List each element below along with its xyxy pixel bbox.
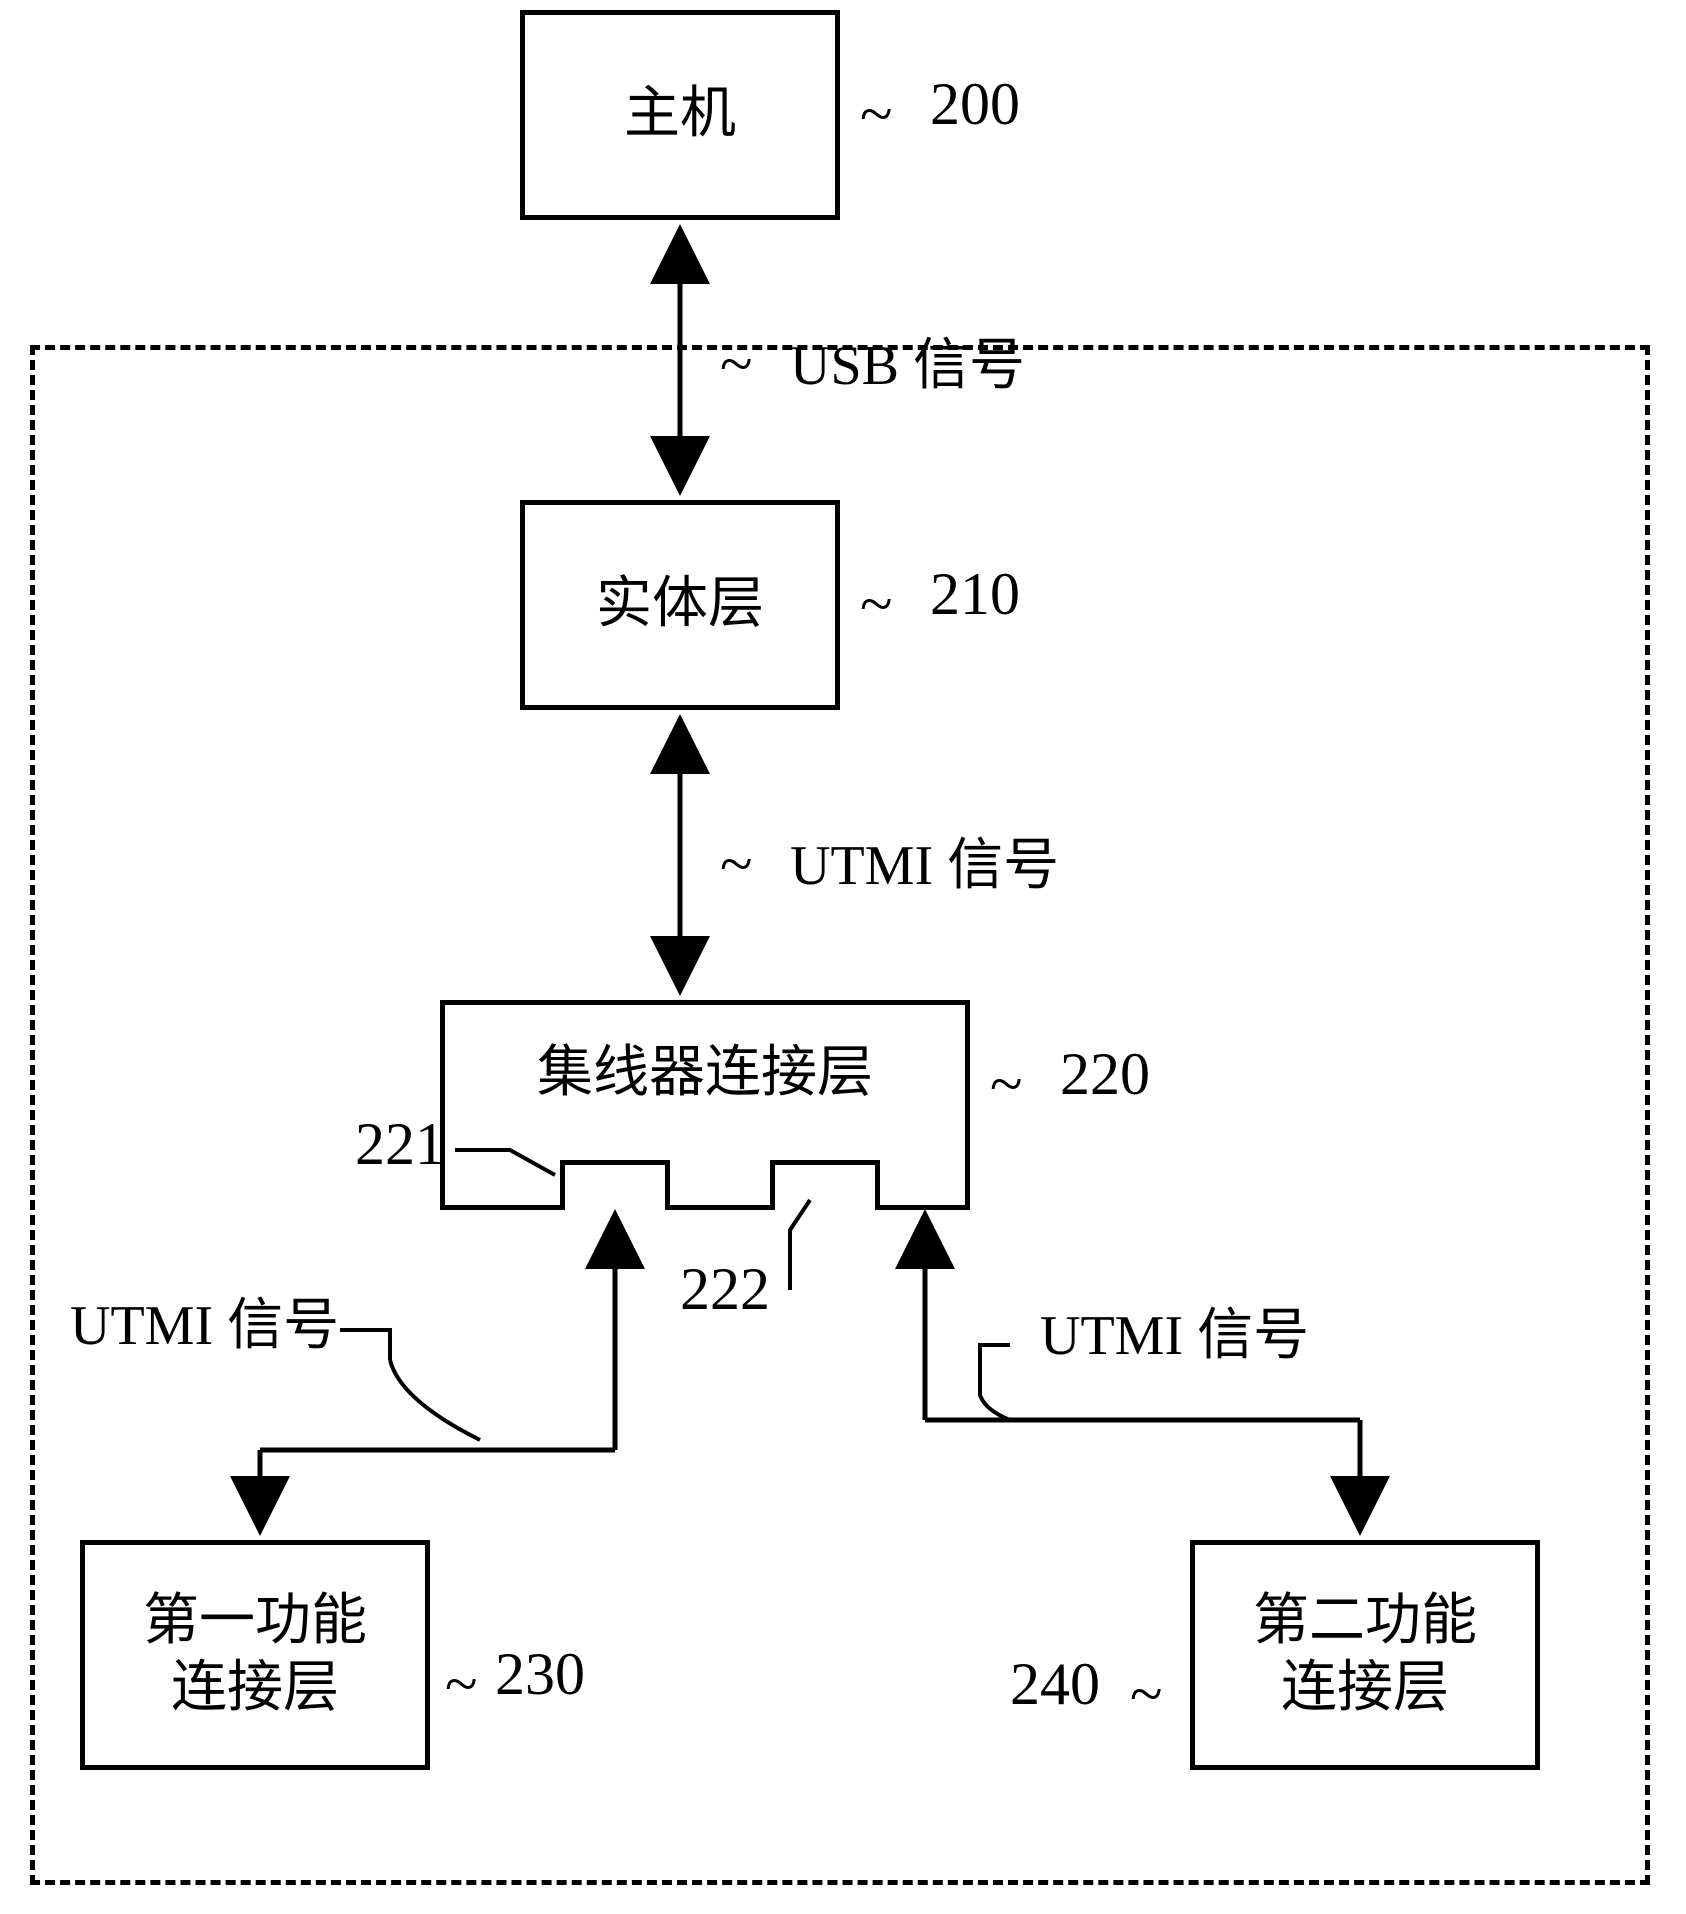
func2-label: 第二功能 连接层	[1253, 1588, 1477, 1722]
hub-label: 集线器连接层	[537, 1040, 873, 1107]
utmi-signal-right-label: UTMI 信号	[1040, 1290, 1309, 1371]
func1-tilde: ~	[445, 1650, 477, 1719]
port-221	[560, 1160, 670, 1210]
host-tilde: ~	[860, 80, 892, 149]
physical-tilde: ~	[860, 570, 892, 639]
utmi-signal-top-tilde: ~	[720, 830, 752, 899]
func1-box: 第一功能 连接层	[80, 1540, 430, 1770]
port-222	[770, 1160, 880, 1210]
physical-label: 实体层	[596, 571, 764, 638]
hub-layer-box: 集线器连接层	[440, 1000, 970, 1210]
func2-ref: 240	[1010, 1650, 1100, 1719]
port-221-ref: 221	[355, 1110, 445, 1179]
utmi-signal-top-label: UTMI 信号	[790, 820, 1059, 901]
host-label: 主机	[624, 81, 736, 148]
physical-ref: 210	[930, 560, 1020, 629]
hub-ref: 220	[1060, 1040, 1150, 1109]
func1-ref: 230	[495, 1640, 585, 1709]
hub-tilde: ~	[990, 1050, 1022, 1119]
func2-box: 第二功能 连接层	[1190, 1540, 1540, 1770]
port-222-ref: 222	[680, 1255, 770, 1324]
func1-label: 第一功能 连接层	[143, 1588, 367, 1722]
func2-tilde: ~	[1130, 1660, 1162, 1729]
utmi-signal-left-label: UTMI 信号	[70, 1280, 339, 1361]
host-box: 主机	[520, 10, 840, 220]
host-ref: 200	[930, 70, 1020, 139]
usb-signal-tilde: ~	[720, 330, 752, 399]
usb-signal-label: USB 信号	[790, 320, 1025, 401]
physical-layer-box: 实体层	[520, 500, 840, 710]
